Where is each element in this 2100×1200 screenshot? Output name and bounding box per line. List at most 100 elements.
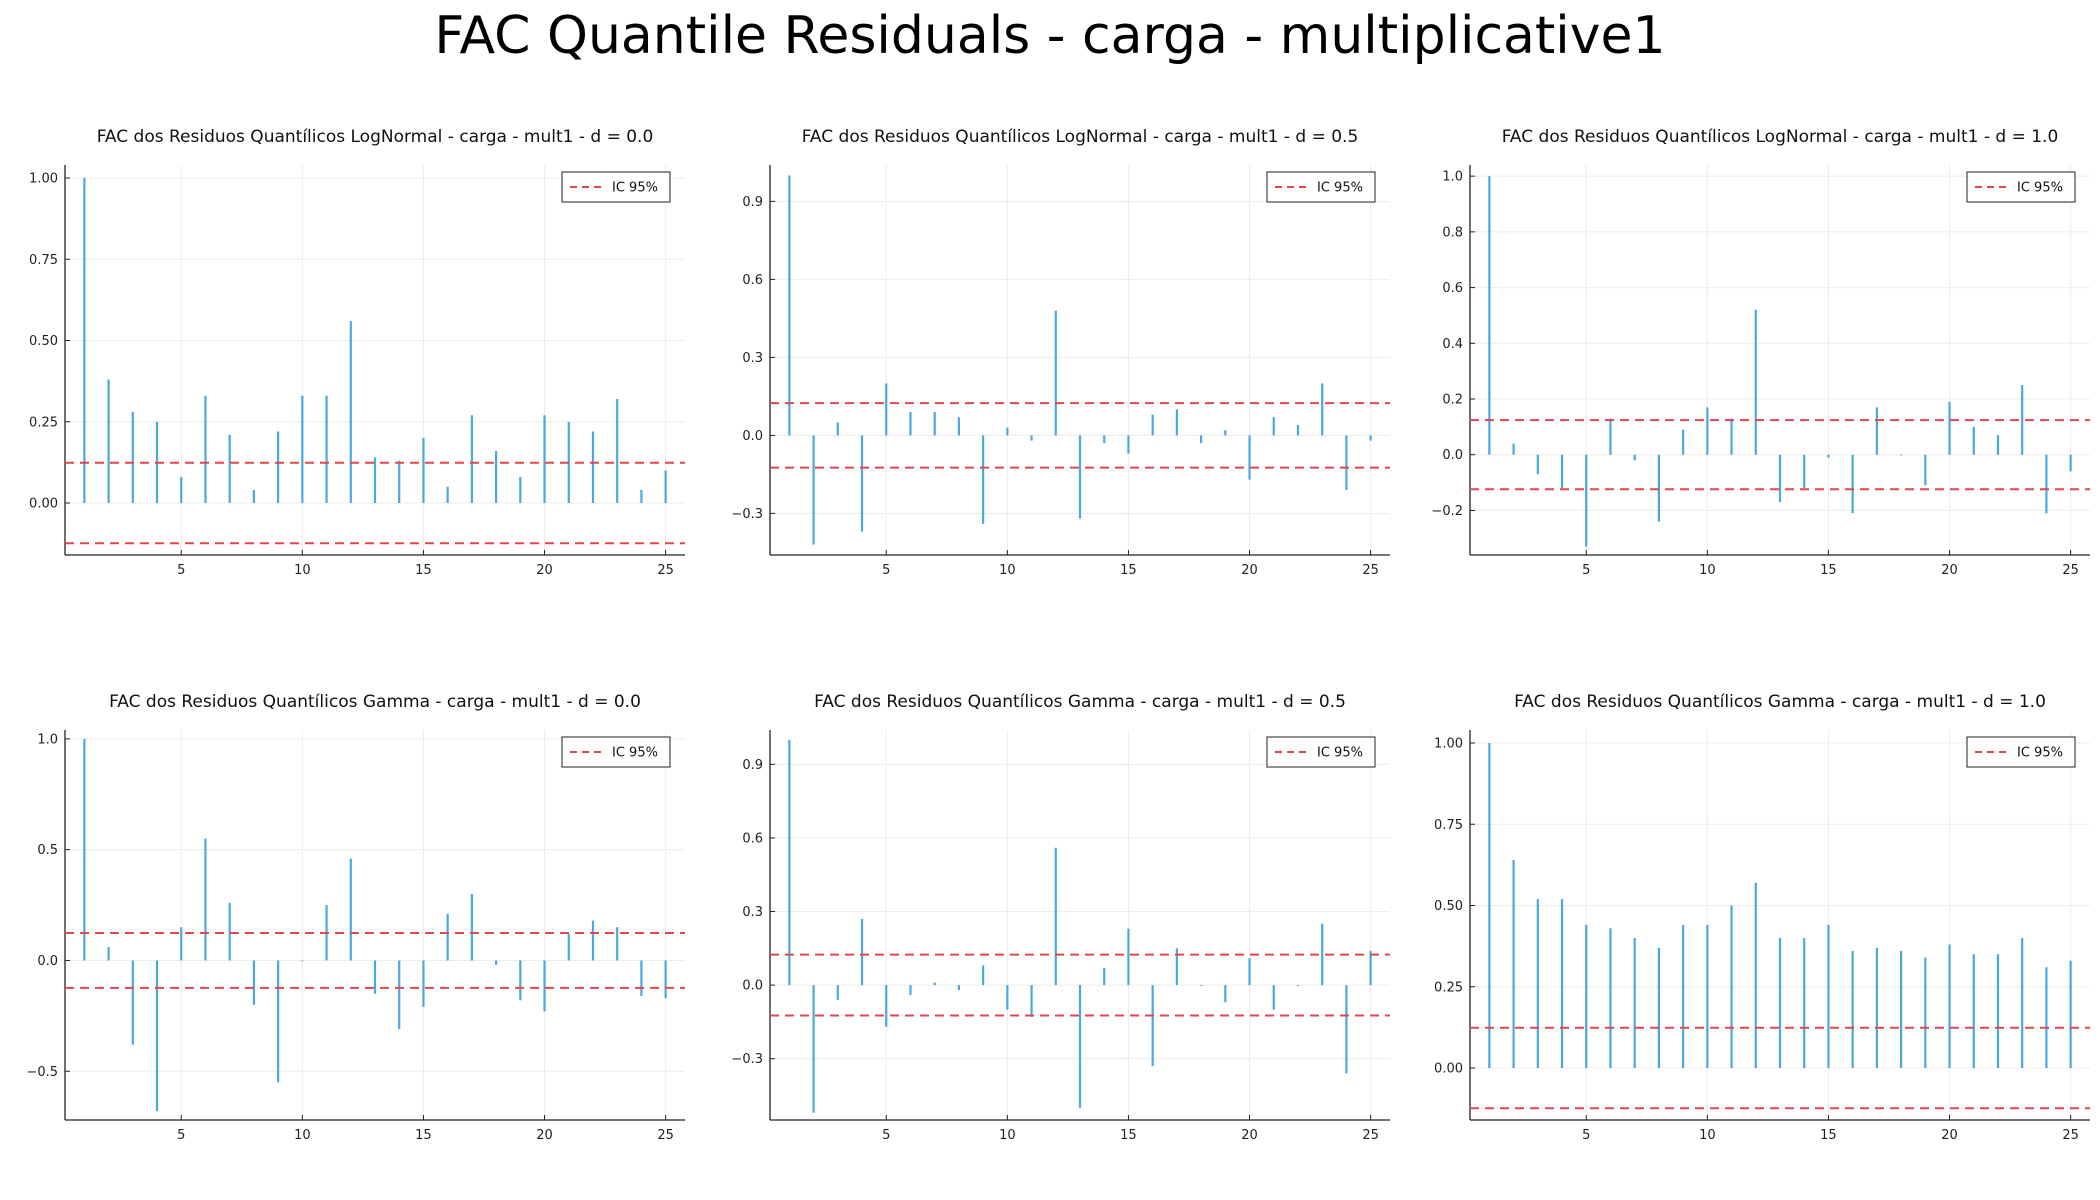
x-tick-label: 10	[1699, 1128, 1716, 1143]
acf-bar-lag-9	[982, 965, 985, 986]
acf-bar-lag-24	[640, 490, 643, 503]
y-tick-label: −0.3	[731, 1052, 763, 1067]
y-tick-label: 1.0	[1442, 170, 1463, 185]
acf-bar-lag-11	[1030, 435, 1033, 441]
y-tick-label: 0.00	[1434, 1062, 1463, 1077]
y-tick-label: 1.00	[29, 172, 58, 187]
acf-bar-lag-3	[836, 422, 839, 436]
legend-ci-label: IC 95%	[612, 181, 658, 196]
x-tick-label: 10	[294, 563, 311, 578]
x-tick-label: 5	[1582, 1128, 1590, 1143]
acf-bar-lag-14	[1803, 938, 1806, 1068]
y-tick-label: 0.9	[742, 195, 763, 210]
acf-bar-lag-1	[788, 175, 791, 436]
x-tick-label: 25	[1362, 1128, 1379, 1143]
acf-bar-lag-6	[204, 395, 207, 503]
acf-bar-lag-9	[982, 435, 985, 524]
legend-box	[561, 736, 671, 768]
acf-bar-lag-17	[1175, 948, 1178, 986]
acf-bar-lag-16	[1851, 454, 1854, 514]
x-tick-label: 5	[882, 563, 890, 578]
acf-bar-lag-6	[1609, 928, 1612, 1068]
acf-bar-lag-8	[252, 490, 256, 503]
acf-bar-lag-15	[1127, 928, 1130, 986]
acf-bar-lag-23	[1321, 923, 1324, 986]
legend-ci-label: IC 95%	[2017, 181, 2063, 196]
acf-bar-lag-6	[909, 412, 912, 436]
acf-bar-lag-16	[1151, 985, 1154, 1067]
acf-bar-lag-10	[301, 960, 304, 962]
legend-box	[1966, 736, 2076, 768]
x-tick-label: 20	[1241, 563, 1258, 578]
acf-bar-lag-17	[1875, 947, 1878, 1068]
x-tick-label: 5	[882, 1128, 890, 1143]
acf-bar-lag-20	[543, 960, 546, 1012]
acf-bar-lag-14	[1803, 454, 1806, 489]
chart-title: FAC dos Residuos Quantílicos LogNormal -…	[802, 127, 1359, 147]
acf-bar-lag-23	[2021, 385, 2024, 455]
acf-bar-lag-12	[349, 321, 352, 503]
acf-bar-lag-13	[1778, 938, 1782, 1068]
acf-bar-lag-11	[325, 395, 328, 503]
chart-title: FAC dos Residuos Quantílicos Gamma - car…	[814, 692, 1346, 712]
x-tick-label: 15	[1820, 563, 1837, 578]
acf-bar-lag-2	[812, 435, 815, 545]
acf-bar-lag-18	[1899, 951, 1903, 1068]
acf-bar-lag-21	[1272, 417, 1275, 436]
y-tick-label: 0.0	[742, 429, 763, 444]
acf-bar-lag-10	[1006, 985, 1009, 1010]
x-tick-label: 5	[177, 1128, 185, 1143]
acf-bar-lag-9	[277, 960, 280, 1083]
acf-bar-lag-17	[1875, 407, 1878, 455]
acf-bar-lag-3	[1536, 899, 1539, 1068]
acf-bar-lag-13	[1778, 454, 1782, 503]
acf-bar-lag-17	[470, 415, 473, 503]
acf-bar-lag-25	[2069, 454, 2072, 472]
x-tick-label: 10	[999, 563, 1016, 578]
acf-bar-lag-15	[422, 960, 425, 1007]
acf-bar-lag-18	[1199, 985, 1203, 986]
acf-bar-lag-12	[1054, 310, 1057, 436]
acf-bar-lag-19	[519, 960, 522, 1001]
legend-ci-label: IC 95%	[612, 746, 658, 761]
y-tick-label: −0.3	[731, 507, 763, 522]
acf-bar-lag-15	[1827, 925, 1830, 1068]
acf-bar-lag-13	[1078, 435, 1082, 519]
y-tick-label: 0.50	[29, 334, 58, 349]
acf-bar-lag-14	[1103, 967, 1106, 986]
acf-bar-lag-24	[640, 960, 643, 996]
figure-title: FAC Quantile Residuals - carga - multipl…	[434, 6, 1666, 66]
x-tick-label: 25	[1362, 563, 1379, 578]
x-tick-label: 25	[2062, 1128, 2079, 1143]
acf-bar-lag-1	[1488, 176, 1491, 455]
y-tick-label: 0.4	[1442, 337, 1463, 352]
acf-bar-lag-20	[1248, 435, 1251, 480]
x-tick-label: 10	[1699, 563, 1716, 578]
chart-panel-gamma-d0: FAC dos Residuos Quantílicos Gamma - car…	[26, 692, 685, 1143]
y-tick-label: 0.6	[1442, 281, 1463, 296]
acf-bar-lag-9	[1682, 429, 1685, 455]
acf-bar-lag-2	[812, 985, 815, 1113]
y-tick-label: 0.8	[1442, 225, 1463, 240]
acf-bar-lag-21	[567, 933, 570, 961]
y-tick-label: 0.0	[742, 979, 763, 994]
acf-bar-lag-16	[446, 486, 449, 503]
chart-panel-lognormal-d1: FAC dos Residuos Quantílicos LogNormal -…	[1431, 127, 2090, 578]
acf-bar-lag-23	[2021, 938, 2024, 1068]
acf-bar-lag-22	[591, 920, 595, 961]
acf-bar-lag-20	[1248, 958, 1251, 986]
legend-box	[1966, 171, 2076, 203]
y-tick-label: 0.75	[29, 253, 58, 268]
acf-bar-lag-18	[1199, 435, 1203, 444]
acf-bar-lag-13	[373, 457, 377, 503]
acf-bar-lag-11	[1030, 985, 1033, 1017]
acf-bar-lag-12	[1754, 882, 1757, 1068]
acf-bar-lag-3	[1536, 454, 1539, 475]
y-tick-label: −0.5	[26, 1065, 58, 1080]
acf-bar-lag-4	[860, 918, 864, 986]
acf-bar-lag-25	[1369, 950, 1372, 986]
acf-bar-lag-6	[204, 838, 207, 961]
legend-ci-label: IC 95%	[2017, 746, 2063, 761]
legend-box	[1266, 171, 1376, 203]
acf-bar-lag-25	[1369, 435, 1372, 441]
